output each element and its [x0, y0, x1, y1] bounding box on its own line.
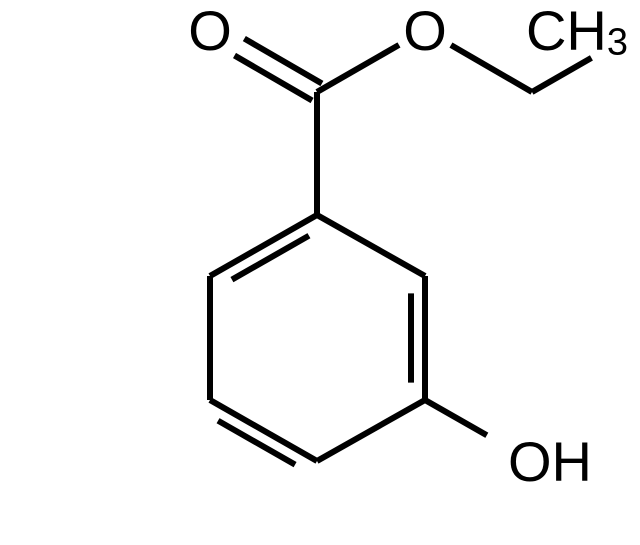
bond	[210, 215, 317, 276]
bond	[451, 45, 532, 92]
bond	[244, 39, 322, 84]
atom-label: OH	[508, 430, 592, 493]
bond	[235, 56, 313, 101]
bond	[425, 400, 487, 435]
atom-label: O	[403, 0, 447, 62]
atom-label: O	[188, 0, 232, 62]
bond	[532, 58, 591, 92]
bond	[210, 400, 317, 461]
bond	[317, 400, 425, 461]
molecule-canvas: O O CH3 OH	[0, 0, 640, 545]
bond	[317, 215, 425, 276]
bond	[317, 45, 399, 92]
atom-label: CH3	[526, 0, 628, 63]
